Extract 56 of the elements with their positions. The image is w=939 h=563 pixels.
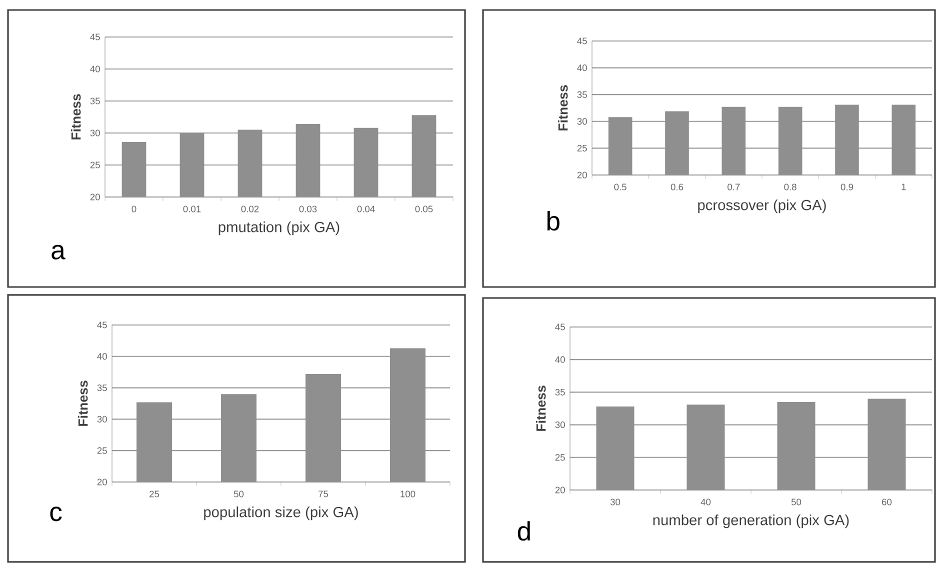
y-tick-label: 40 bbox=[90, 66, 100, 72]
y-tick-label: 20 bbox=[577, 172, 587, 178]
y-tick-label: 40 bbox=[555, 356, 565, 363]
x-tick-label: 0.01 bbox=[183, 206, 201, 212]
y-tick-label: 25 bbox=[577, 144, 587, 152]
y-tick-label: 20 bbox=[97, 478, 107, 486]
y-tick-label: 30 bbox=[97, 416, 107, 422]
y-tick-label: 20 bbox=[90, 194, 100, 200]
y-tick-label: 30 bbox=[577, 118, 587, 125]
x-tick-label: 75 bbox=[318, 490, 328, 498]
x-axis-title: population size (pix GA) bbox=[204, 506, 358, 520]
x-axis-title: pmutation (pix GA) bbox=[218, 221, 340, 236]
x-tick-label: 0.8 bbox=[784, 184, 796, 190]
x-tick-label: 50 bbox=[791, 498, 802, 506]
y-tick-label: 45 bbox=[90, 34, 100, 40]
x-tick-label: 0.05 bbox=[415, 206, 433, 212]
text: d bbox=[518, 521, 530, 541]
y-tick-label: 30 bbox=[555, 421, 565, 428]
x-tick-label: 0.03 bbox=[299, 206, 317, 212]
x-tick-label: 0.6 bbox=[670, 184, 684, 190]
y-tick-label: 35 bbox=[555, 388, 565, 396]
x-tick-label: 40 bbox=[700, 498, 711, 506]
x-axis-title: number of generation (pix GA) bbox=[653, 514, 849, 528]
x-tick-label: 0.7 bbox=[728, 184, 740, 190]
y-tick-label: 45 bbox=[97, 322, 107, 328]
y-tick-label: 35 bbox=[90, 98, 100, 104]
x-tick-label: 0 bbox=[132, 206, 136, 212]
x-tick-label: 60 bbox=[882, 498, 892, 506]
y-axis-title: Fitness bbox=[70, 94, 81, 140]
text: c bbox=[50, 506, 62, 522]
x-tick-label: 0.9 bbox=[840, 184, 854, 190]
y-axis-title: Fitness bbox=[78, 380, 88, 426]
y-axis-title: Fitness bbox=[536, 386, 546, 431]
y-tick-label: 20 bbox=[555, 486, 565, 494]
text: b bbox=[547, 210, 560, 231]
x-tick-label: 0.02 bbox=[241, 206, 259, 212]
x-tick-label: 30 bbox=[610, 498, 620, 506]
y-tick-label: 45 bbox=[555, 324, 565, 330]
x-tick-label: 1 bbox=[902, 184, 906, 190]
y-tick-label: 25 bbox=[555, 454, 565, 461]
y-tick-label: 25 bbox=[90, 162, 100, 168]
y-tick-label: 35 bbox=[577, 91, 587, 98]
x-tick-label: 50 bbox=[234, 490, 244, 498]
y-tick-label: 45 bbox=[577, 38, 587, 44]
x-axis-title: pcrossover (pix GA) bbox=[698, 199, 826, 214]
x-tick-label: 100 bbox=[400, 490, 416, 498]
x-tick-label: 0.04 bbox=[357, 206, 375, 212]
y-tick-label: 40 bbox=[577, 64, 587, 72]
y-axis-title: Fitness bbox=[558, 85, 568, 130]
x-tick-label: 0.5 bbox=[614, 184, 626, 190]
x-tick-label: 25 bbox=[150, 490, 160, 498]
text: a bbox=[52, 244, 66, 260]
y-tick-label: 35 bbox=[97, 384, 107, 392]
y-tick-label: 25 bbox=[97, 447, 107, 454]
y-tick-label: 40 bbox=[97, 353, 107, 360]
y-tick-label: 30 bbox=[90, 130, 100, 136]
